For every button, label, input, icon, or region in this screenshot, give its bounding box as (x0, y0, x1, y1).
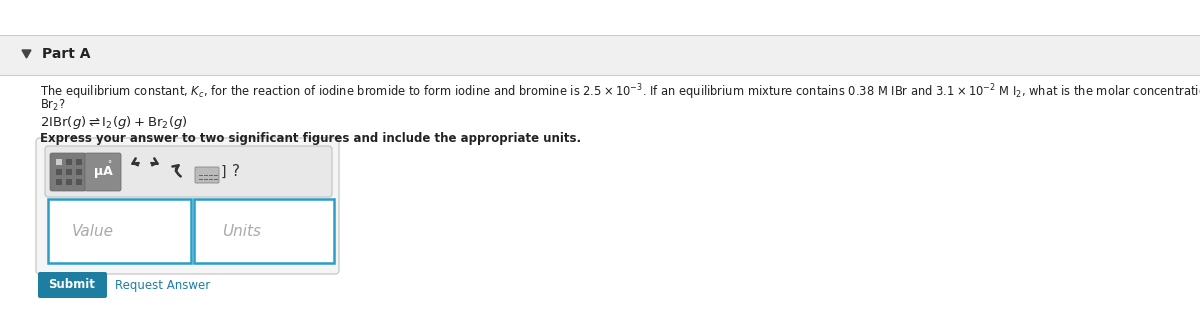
FancyBboxPatch shape (76, 169, 82, 175)
Text: °: ° (107, 160, 112, 170)
Text: Request Answer: Request Answer (115, 279, 210, 291)
FancyBboxPatch shape (66, 179, 72, 185)
Text: Br$_2$?: Br$_2$? (40, 98, 66, 113)
FancyBboxPatch shape (36, 138, 340, 274)
FancyBboxPatch shape (56, 169, 62, 175)
Text: µA: µA (94, 166, 113, 179)
Text: ?: ? (232, 164, 240, 180)
FancyBboxPatch shape (56, 159, 62, 165)
FancyBboxPatch shape (0, 35, 1200, 75)
Text: Value: Value (72, 223, 114, 239)
FancyBboxPatch shape (48, 199, 191, 263)
Text: Part A: Part A (42, 47, 90, 61)
Text: Submit: Submit (48, 279, 96, 291)
FancyBboxPatch shape (66, 159, 72, 165)
FancyBboxPatch shape (76, 159, 82, 165)
FancyBboxPatch shape (194, 199, 334, 263)
FancyBboxPatch shape (56, 179, 62, 185)
FancyBboxPatch shape (46, 146, 332, 197)
Text: $2\mathrm{IBr}(g) \rightleftharpoons \mathrm{I_2}(g) + \mathrm{Br_2}(g)$: $2\mathrm{IBr}(g) \rightleftharpoons \ma… (40, 114, 187, 131)
FancyBboxPatch shape (66, 169, 72, 175)
Text: The equilibrium constant, $K_c$, for the reaction of iodine bromide to form iodi: The equilibrium constant, $K_c$, for the… (40, 82, 1200, 102)
FancyBboxPatch shape (76, 179, 82, 185)
FancyBboxPatch shape (194, 167, 220, 183)
FancyBboxPatch shape (50, 153, 86, 191)
Text: Units: Units (222, 223, 262, 239)
Polygon shape (22, 50, 31, 58)
FancyBboxPatch shape (0, 0, 1200, 35)
Text: ]: ] (221, 165, 227, 179)
FancyBboxPatch shape (0, 75, 1200, 330)
Text: Express your answer to two significant figures and include the appropriate units: Express your answer to two significant f… (40, 132, 581, 145)
FancyBboxPatch shape (85, 153, 121, 191)
FancyBboxPatch shape (38, 272, 107, 298)
